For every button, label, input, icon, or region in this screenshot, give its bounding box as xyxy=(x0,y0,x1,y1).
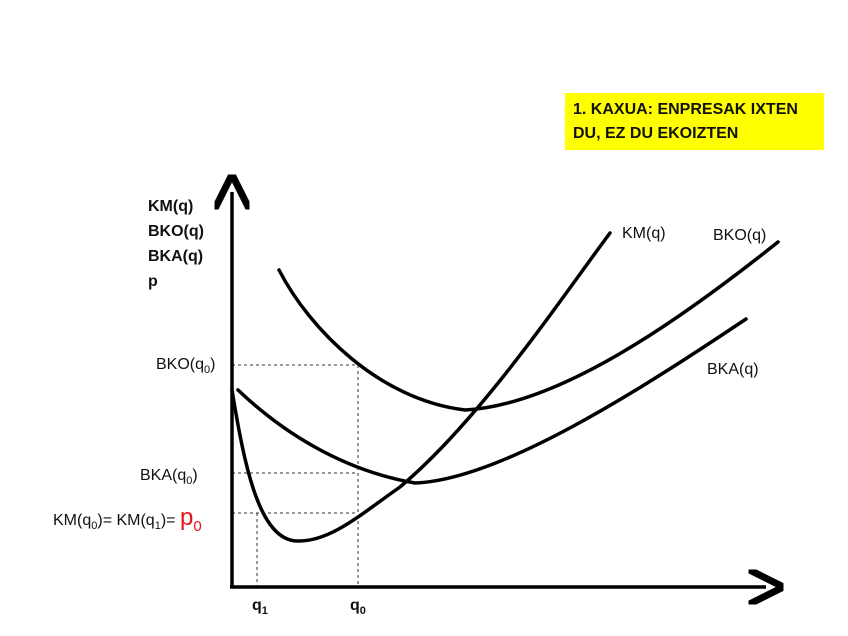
bko-q0-label: BKO(q0) xyxy=(156,356,216,377)
km-curve-label: KM(q) xyxy=(622,225,666,242)
bko-curve-label: BKO(q) xyxy=(713,227,767,244)
price-level-label: KM(q0)= KM(q1)= p0 xyxy=(53,504,202,535)
x-tick-q0: q0 xyxy=(350,597,366,618)
y-axis-label-p: p xyxy=(148,273,158,290)
dashed-guides xyxy=(232,364,359,587)
y-axis-label-bka: BKA(q) xyxy=(148,248,204,265)
y-axis-label-km: KM(q) xyxy=(148,198,194,215)
case-title-box: 1. KAXUA: ENPRESAK IXTEN DU, EZ DU EKOIZ… xyxy=(565,93,824,150)
case-title-line1: 1. KAXUA: ENPRESAK IXTEN xyxy=(573,101,798,118)
case-title-line2: DU, EZ DU EKOIZTEN xyxy=(573,125,739,142)
x-tick-q1: q1 xyxy=(252,597,268,618)
bka-curve-label: BKA(q) xyxy=(707,361,759,378)
bka-q0-label: BKA(q0) xyxy=(140,467,198,488)
price-p0: p0 xyxy=(179,504,202,535)
km-curve xyxy=(230,231,612,543)
bko-curve xyxy=(277,240,780,412)
y-axis-label-bko: BKO(q) xyxy=(148,223,204,240)
bka-curve xyxy=(236,317,748,485)
